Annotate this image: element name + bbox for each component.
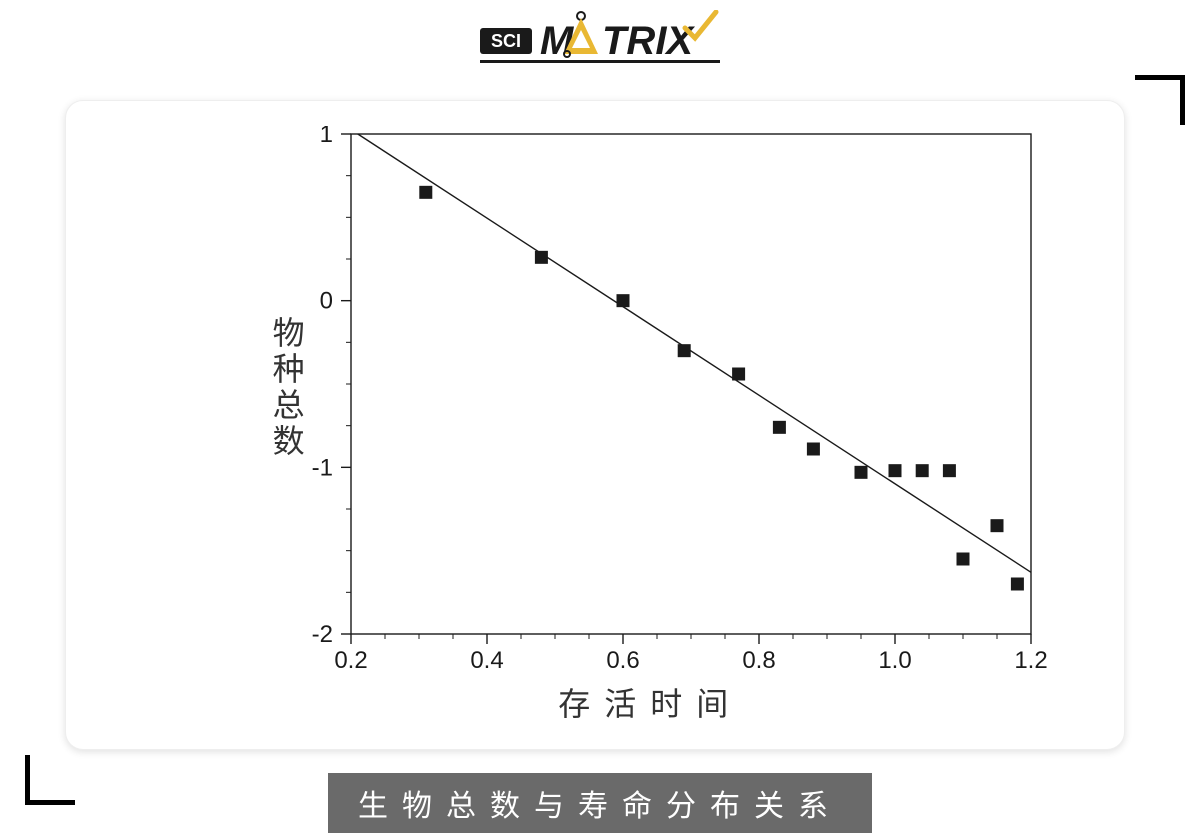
brand-logo: SCI M TRIX	[480, 10, 720, 70]
svg-text:0.4: 0.4	[470, 647, 503, 674]
svg-text:0.8: 0.8	[742, 647, 775, 674]
svg-text:1: 1	[320, 126, 333, 148]
caption-bar: 生物总数与寿命分布关系	[328, 773, 872, 833]
svg-text:0.6: 0.6	[606, 647, 639, 674]
svg-text:-2: -2	[312, 621, 333, 648]
caption-text: 生物总数与寿命分布关系	[358, 790, 842, 823]
frame-corner-bottom-left	[25, 755, 75, 805]
svg-text:1.2: 1.2	[1014, 647, 1047, 674]
svg-text:TRIX: TRIX	[602, 19, 695, 63]
svg-text:-1: -1	[312, 454, 333, 481]
scatter-chart: 0.2 0.4 0.6 0.8 1.0 1.2 -2 -1 0 1	[231, 126, 1051, 731]
frame-corner-top-right	[1135, 75, 1185, 125]
svg-text:0.2: 0.2	[334, 647, 367, 674]
svg-text:1.0: 1.0	[878, 647, 911, 674]
chart-card: 物种总数 存活时间 0.20.40.60.81.01.2-2-101	[65, 100, 1125, 750]
svg-text:SCI: SCI	[491, 31, 521, 51]
svg-text:0: 0	[320, 288, 333, 315]
